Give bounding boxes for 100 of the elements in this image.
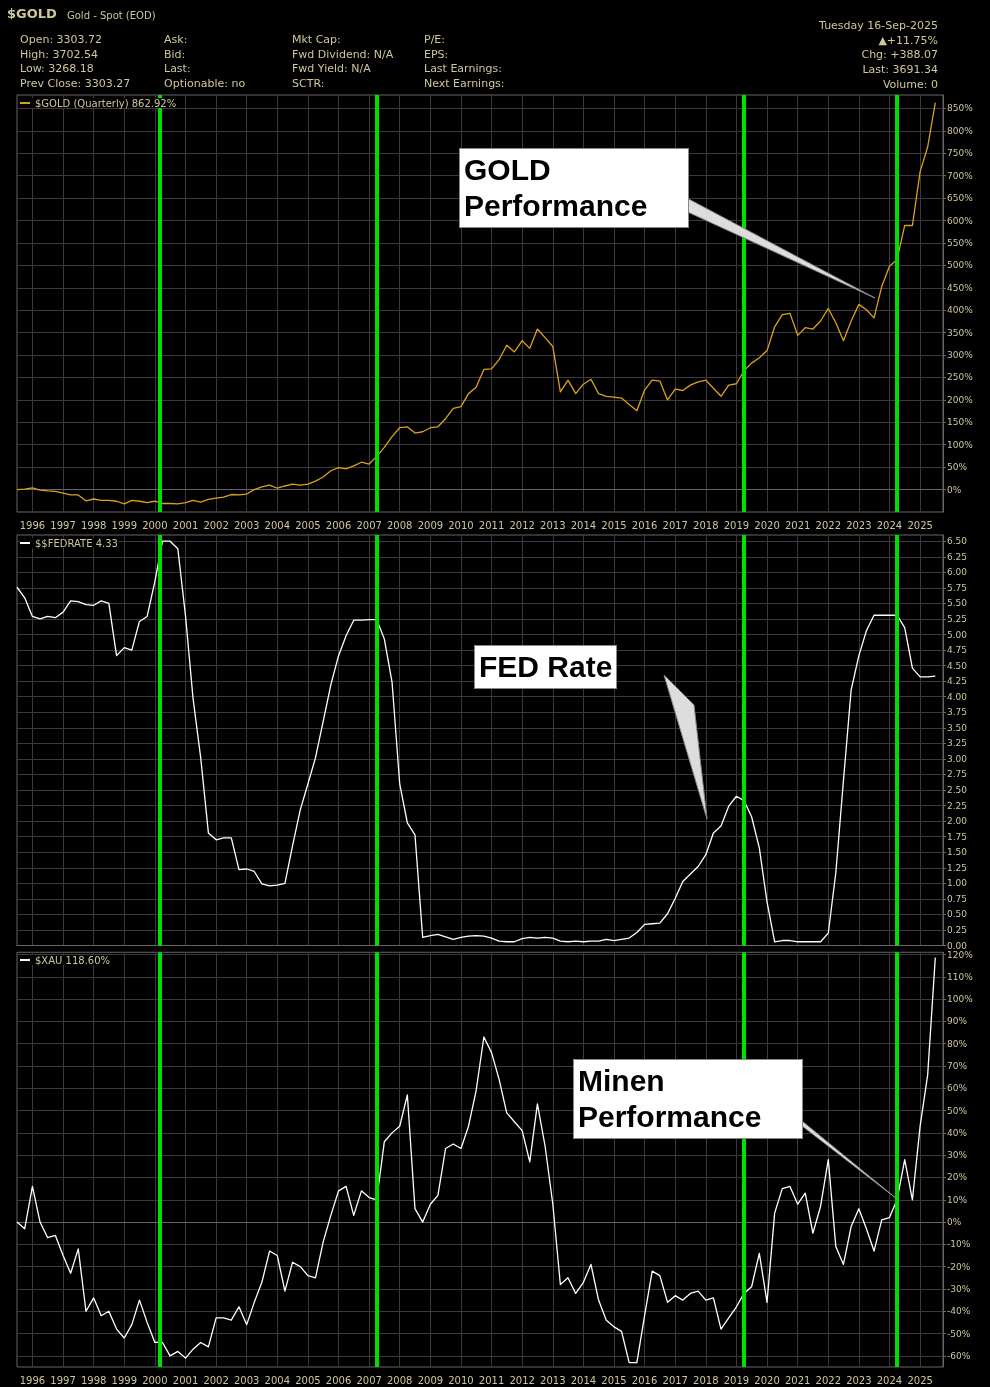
y-tick-label: 6.00 [947, 567, 968, 578]
x-tick-label: 2023 [846, 1374, 872, 1386]
y-tick-label: 850% [947, 103, 974, 114]
y-tick-label: 3.25 [947, 738, 968, 749]
y-tick-label: 2.50 [947, 785, 968, 796]
x-tick-label: 1997 [50, 519, 76, 531]
x-tick-label: 1998 [80, 519, 107, 531]
text: Last: 3691.34 [862, 63, 938, 77]
y-tick-label: -20% [947, 1261, 971, 1272]
x-tick-label: 2023 [846, 519, 872, 531]
x-tick-label: 2006 [325, 519, 352, 531]
x-tick-label: 2017 [662, 1374, 688, 1386]
y-tick-label: 200% [947, 394, 974, 405]
y-tick-label: 50% [947, 1105, 968, 1116]
y-tick-label: 400% [947, 305, 974, 316]
text: Tuesday 16-Sep-2025 [818, 19, 938, 32]
y-tick-label: 0.00 [947, 940, 968, 951]
y-tick-label: 70% [947, 1060, 968, 1071]
x-tick-label: 2015 [601, 1374, 627, 1386]
x-tick-label: 2018 [693, 1374, 719, 1386]
y-tick-label: 30% [947, 1150, 968, 1161]
y-tick-label: 5.25 [947, 613, 968, 624]
text: Volume: 0 [882, 77, 938, 91]
x-tick-label: 1999 [111, 1374, 137, 1386]
x-tick-label: 2001 [172, 519, 199, 531]
y-tick-label: 120% [947, 949, 974, 960]
y-tick-label: 700% [947, 170, 974, 181]
x-tick-label: 2022 [815, 519, 841, 531]
x-tick-label: 2016 [631, 519, 658, 531]
y-tick-label: 20% [947, 1172, 968, 1183]
x-tick-label: 2020 [754, 519, 780, 531]
x-tick-label: 2019 [723, 1374, 750, 1386]
y-tick-label: -30% [947, 1283, 971, 1294]
x-tick-label: 2002 [203, 519, 229, 531]
annotation: GOLD Performance [459, 148, 689, 228]
text: Next Earnings: [424, 77, 505, 91]
chart-subtitle: Gold - Spot (EOD) [67, 9, 156, 21]
y-tick-label: 800% [947, 125, 974, 136]
x-tick-label: 2025 [907, 1374, 933, 1386]
text: SCTR: [292, 77, 325, 91]
y-tick-label: 1.00 [947, 878, 968, 889]
y-tick-label: 5.75 [947, 582, 968, 593]
x-tick-label: 2005 [295, 519, 321, 531]
y-tick-label: 6.25 [947, 551, 968, 562]
text: Fwd Dividend: N/A [292, 47, 394, 61]
x-tick-label: 2021 [784, 1374, 811, 1386]
y-tick-label: 60% [947, 1083, 968, 1094]
x-tick-label: 2008 [386, 1374, 413, 1386]
y-tick-label: 100% [947, 439, 974, 450]
legend-label: $$FEDRATE 4.33 [35, 537, 118, 549]
y-tick-label: 4.25 [947, 676, 968, 687]
x-tick-label: 2005 [295, 1374, 321, 1386]
y-tick-label: 90% [947, 1016, 968, 1027]
x-tick-label: 2002 [203, 1374, 229, 1386]
y-tick-label: 40% [947, 1127, 968, 1138]
x-tick-label: 2020 [754, 1374, 780, 1386]
y-tick-label: 100% [947, 994, 974, 1005]
text: Ask: [164, 33, 188, 46]
y-tick-label: 1.25 [947, 862, 968, 873]
text: Last: [164, 62, 191, 76]
text: Low: 3268.18 [20, 62, 94, 76]
x-tick-label: 2006 [325, 1374, 352, 1386]
x-tick-label: 2004 [264, 519, 291, 531]
y-tick-label: 150% [947, 417, 974, 428]
x-tick-label: 2018 [693, 519, 719, 531]
x-tick-label: 2011 [478, 1374, 505, 1386]
x-tick-label: 2013 [540, 1374, 566, 1386]
chart-title: $GOLD [7, 6, 58, 21]
text: Last Earnings: [424, 62, 502, 76]
annotation: FED Rate [474, 645, 618, 689]
text: Optionable: no [164, 77, 246, 91]
x-tick-label: 2015 [601, 519, 627, 531]
x-tick-label: 2004 [264, 1374, 291, 1386]
x-tick-label: 2017 [662, 519, 688, 531]
x-tick-label: 2021 [784, 519, 811, 531]
x-tick-label: 1999 [111, 519, 137, 531]
y-tick-label: 0% [947, 1217, 962, 1228]
x-tick-label: 2010 [448, 519, 474, 531]
y-tick-label: 3.50 [947, 722, 968, 733]
y-tick-label: -40% [947, 1306, 971, 1317]
x-tick-label: 2007 [356, 1374, 382, 1386]
text: ▲+11.75% [878, 33, 938, 47]
x-tick-label: 2024 [876, 519, 903, 531]
y-tick-label: 650% [947, 193, 974, 204]
x-tick-label: 2019 [723, 519, 750, 531]
y-tick-label: 4.75 [947, 645, 968, 656]
text: P/E: [424, 33, 445, 46]
x-tick-label: 2007 [356, 519, 382, 531]
x-tick-label: 2003 [233, 519, 260, 531]
y-tick-label: 4.00 [947, 691, 968, 702]
y-tick-label: 6.50 [947, 536, 968, 547]
y-tick-label: 2.25 [947, 800, 968, 811]
x-tick-label: 2000 [142, 519, 168, 531]
y-tick-label: -10% [947, 1239, 971, 1250]
x-tick-label: 2010 [448, 1374, 474, 1386]
x-tick-label: 2013 [540, 519, 566, 531]
x-tick-label: 1996 [19, 519, 46, 531]
x-tick-label: 2022 [815, 1374, 841, 1386]
text: Bid: [164, 47, 186, 61]
y-tick-label: 750% [947, 148, 974, 159]
